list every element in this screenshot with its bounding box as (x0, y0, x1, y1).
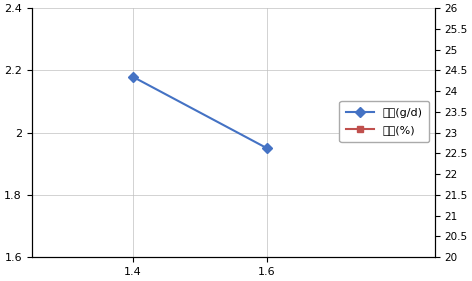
강도(g/d) (130, 75, 135, 78)
Legend: 강도(g/d), 신도(%): 강도(g/d), 신도(%) (339, 101, 430, 142)
Line: 강도(g/d): 강도(g/d) (129, 73, 270, 152)
강도(g/d) (264, 146, 270, 150)
